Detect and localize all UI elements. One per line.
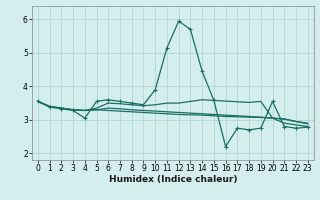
X-axis label: Humidex (Indice chaleur): Humidex (Indice chaleur) [108, 175, 237, 184]
